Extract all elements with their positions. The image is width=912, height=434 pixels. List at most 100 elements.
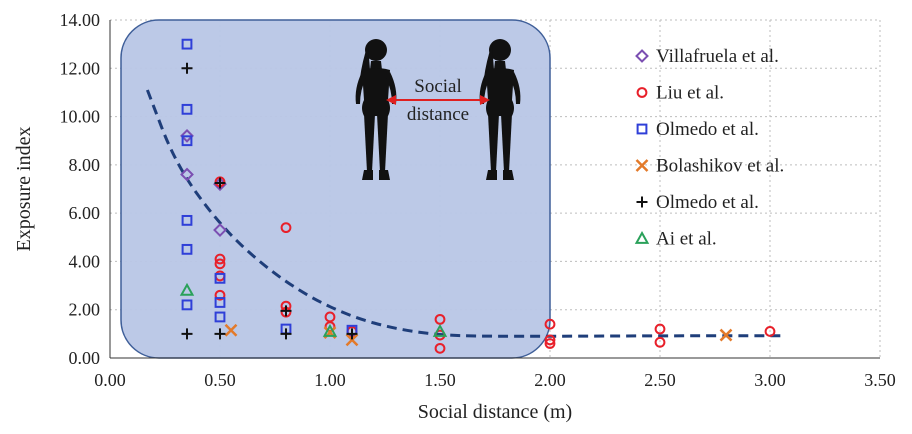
trendline: [145, 89, 781, 338]
person-torso: [486, 68, 514, 116]
data-point: [213, 223, 227, 237]
data-point: [280, 328, 292, 340]
person-left-leg: [488, 114, 499, 172]
data-point: [180, 167, 194, 182]
x-axis-title: Social distance (m): [418, 401, 572, 423]
data-point: [214, 272, 226, 284]
person-left-foot: [486, 170, 497, 180]
data-point: [544, 334, 556, 346]
data-point: [432, 323, 448, 337]
data-point: [322, 323, 338, 337]
x-tick-label: 3.00: [754, 370, 786, 390]
legend: Villafruela et al. Liu et al. Olmedo et al…: [634, 46, 784, 250]
person-neck: [494, 61, 506, 70]
person-right-leg: [501, 114, 512, 172]
y-tick-label: 4.00: [69, 251, 101, 271]
person-right-foot: [379, 170, 390, 180]
data-point: [181, 103, 193, 115]
data-point: [346, 328, 358, 340]
legend-marker: [636, 123, 648, 135]
data-point: [224, 323, 238, 337]
data-point: [181, 135, 193, 147]
data-point: [345, 333, 359, 347]
y-axis-title: Exposure index: [13, 127, 35, 252]
x-tick-label: 1.00: [314, 370, 346, 390]
y-tick-label: 14.00: [60, 10, 101, 30]
y-tick-label: 2.00: [69, 300, 101, 320]
data-point: [544, 318, 556, 330]
legend-label: Olmedo et al.: [656, 119, 759, 140]
data-point: [214, 328, 226, 340]
legend-item: Olmedo et al.: [636, 119, 759, 140]
data-point: [181, 243, 193, 255]
trendline-curve: [145, 89, 781, 338]
person-head: [365, 39, 387, 61]
axes: 0.00 0.50 1.00 1.50 2.00 2.50 3.00 3.50 0.00 2.00…: [13, 10, 896, 423]
y-tick-label: 8.00: [69, 155, 101, 175]
person-left-leg: [364, 114, 375, 172]
legend-marker: [635, 159, 649, 172]
data-point: [181, 214, 193, 226]
distance-arrow-head-left: [386, 95, 396, 105]
data-point: [181, 299, 193, 311]
data-point: [214, 289, 226, 301]
data-point: [179, 282, 195, 296]
legend-item: Bolashikov et al.: [635, 156, 784, 177]
person-left-arm: [355, 72, 366, 104]
person-torso: [362, 68, 390, 116]
data-point: [280, 305, 292, 317]
legend-label: Bolashikov et al.: [656, 156, 784, 177]
data-point: [181, 328, 193, 340]
data-point: [214, 177, 226, 189]
data-point: [434, 342, 446, 354]
legend-marker: [635, 49, 649, 63]
person-right-foot: [503, 170, 514, 180]
data-point: [764, 326, 776, 337]
person-left-arm: [479, 72, 490, 104]
legend-item: Ai et al.: [634, 229, 717, 250]
series-4: [181, 62, 358, 340]
legend-item: Olmedo et al.: [636, 192, 759, 213]
legend-item: Villafruela et al.: [635, 46, 779, 67]
x-tick-label: 0.00: [94, 370, 126, 390]
legend-label: Villafruela et al.: [656, 46, 779, 67]
person-right-arm: [386, 72, 397, 104]
data-point: [544, 338, 556, 349]
person-right-arm: [510, 72, 521, 104]
person-neck: [370, 61, 382, 70]
data-point: [214, 297, 226, 308]
x-tick-label: 3.50: [864, 370, 896, 390]
data-point: [719, 328, 733, 342]
data-point: [654, 323, 666, 335]
data-point: [434, 313, 446, 325]
data-point: [280, 222, 292, 234]
series-5: [179, 282, 448, 337]
x-tick-label: 0.50: [204, 370, 236, 390]
data-point: [181, 62, 193, 74]
y-tick-label: 0.00: [69, 348, 101, 368]
legend-label: Ai et al.: [656, 229, 717, 250]
distance-arrow-head-right: [480, 95, 490, 105]
data-points: [179, 38, 776, 354]
legend-marker: [636, 87, 648, 98]
data-point: [214, 253, 226, 265]
person-right-leg: [377, 114, 388, 172]
data-point: [180, 128, 194, 143]
legend-label: Liu et al.: [656, 83, 724, 104]
legend-marker: [636, 196, 648, 208]
x-tick-label: 1.50: [424, 370, 456, 390]
y-tick-label: 10.00: [60, 107, 101, 127]
person-head: [489, 39, 511, 61]
data-point: [214, 311, 226, 323]
data-point: [214, 258, 226, 270]
person-silhouette-right: [479, 39, 521, 180]
y-tick-label: 12.00: [60, 58, 101, 78]
x-tick-label: 2.00: [534, 370, 566, 390]
callout-label: distance: [407, 104, 469, 125]
legend-marker: [634, 230, 650, 244]
data-point: [654, 336, 666, 348]
data-point: [181, 38, 193, 50]
person-silhouette-left: [355, 39, 397, 180]
